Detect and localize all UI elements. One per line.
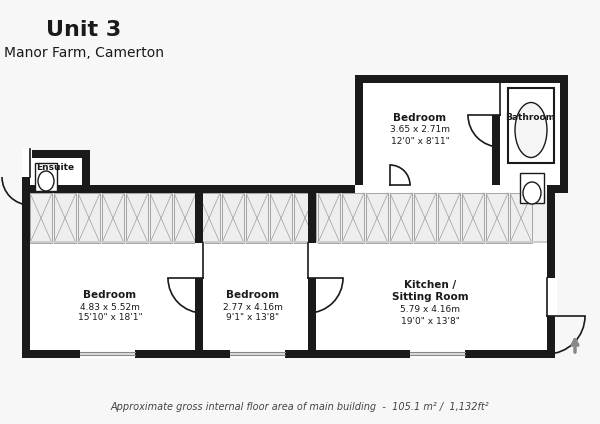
Bar (30, 241, 547, 243)
Bar (222, 193, 244, 243)
Text: 12'0" x 8'11": 12'0" x 8'11" (391, 137, 449, 147)
Text: Bedroom: Bedroom (394, 113, 446, 123)
Bar (510, 193, 532, 243)
Text: 19'0" x 13'8": 19'0" x 13'8" (401, 316, 460, 326)
Bar (80, 350, 135, 352)
Bar (308, 243, 318, 278)
Bar (22, 149, 32, 177)
Bar (195, 243, 205, 278)
Bar (195, 193, 203, 350)
Bar (102, 193, 124, 243)
Bar (270, 193, 292, 243)
Bar (555, 185, 568, 193)
Bar (22, 150, 30, 185)
Bar (438, 193, 460, 243)
Text: 15'10" x 18'1": 15'10" x 18'1" (77, 312, 142, 321)
Text: 2.77 x 4.16m: 2.77 x 4.16m (223, 302, 283, 312)
Bar (520, 173, 544, 203)
Text: Bathroom: Bathroom (505, 114, 555, 123)
Bar (486, 193, 508, 243)
Bar (414, 193, 436, 243)
Bar (410, 350, 465, 358)
Bar (355, 75, 363, 185)
Bar (82, 150, 90, 185)
Bar (308, 193, 316, 350)
Bar (547, 185, 555, 358)
Bar (355, 75, 568, 185)
Bar (390, 193, 412, 243)
Bar (22, 150, 90, 185)
Bar (80, 350, 135, 358)
Text: Bedroom: Bedroom (83, 290, 137, 300)
Bar (22, 150, 90, 158)
Bar (294, 193, 316, 243)
Bar (492, 75, 500, 185)
Bar (22, 185, 30, 358)
Ellipse shape (523, 182, 541, 204)
Text: Approximate gross internal floor area of main building  -  105.1 m² /  1,132ft²: Approximate gross internal floor area of… (110, 402, 490, 412)
Bar (80, 355, 135, 358)
Ellipse shape (38, 171, 54, 191)
Bar (198, 193, 220, 243)
Bar (366, 193, 388, 243)
Bar (35, 163, 57, 191)
Bar (246, 193, 268, 243)
Ellipse shape (515, 103, 547, 157)
Bar (54, 193, 76, 243)
Text: Bedroom: Bedroom (226, 290, 280, 300)
Bar (492, 83, 502, 115)
Bar (230, 350, 285, 352)
Bar (390, 177, 435, 187)
Bar (355, 75, 568, 83)
Text: Kitchen /: Kitchen / (404, 280, 456, 290)
Bar (560, 75, 568, 193)
Bar (30, 193, 52, 243)
Text: Manor Farm, Camerton: Manor Farm, Camerton (4, 46, 164, 60)
Text: 4.83 x 5.52m: 4.83 x 5.52m (80, 302, 140, 312)
Bar (174, 193, 196, 243)
Bar (508, 88, 554, 163)
Text: Ensuite: Ensuite (36, 162, 74, 171)
Bar (410, 350, 465, 352)
Bar (462, 193, 484, 243)
Text: Sitting Room: Sitting Room (392, 292, 469, 302)
Bar (230, 350, 285, 358)
Text: 5.79 x 4.16m: 5.79 x 4.16m (400, 304, 460, 313)
Bar (22, 185, 355, 193)
Bar (318, 193, 340, 243)
Bar (410, 355, 465, 358)
Text: Unit 3: Unit 3 (46, 20, 122, 40)
Bar (547, 278, 557, 316)
Bar (30, 193, 547, 243)
Text: 9'1" x 13'8": 9'1" x 13'8" (226, 312, 280, 321)
Bar (126, 193, 148, 243)
Bar (230, 355, 285, 358)
Bar (22, 185, 555, 358)
Bar (22, 350, 555, 358)
Bar (342, 193, 364, 243)
Bar (150, 193, 172, 243)
Text: 3.65 x 2.71m: 3.65 x 2.71m (390, 126, 450, 134)
Bar (78, 193, 100, 243)
